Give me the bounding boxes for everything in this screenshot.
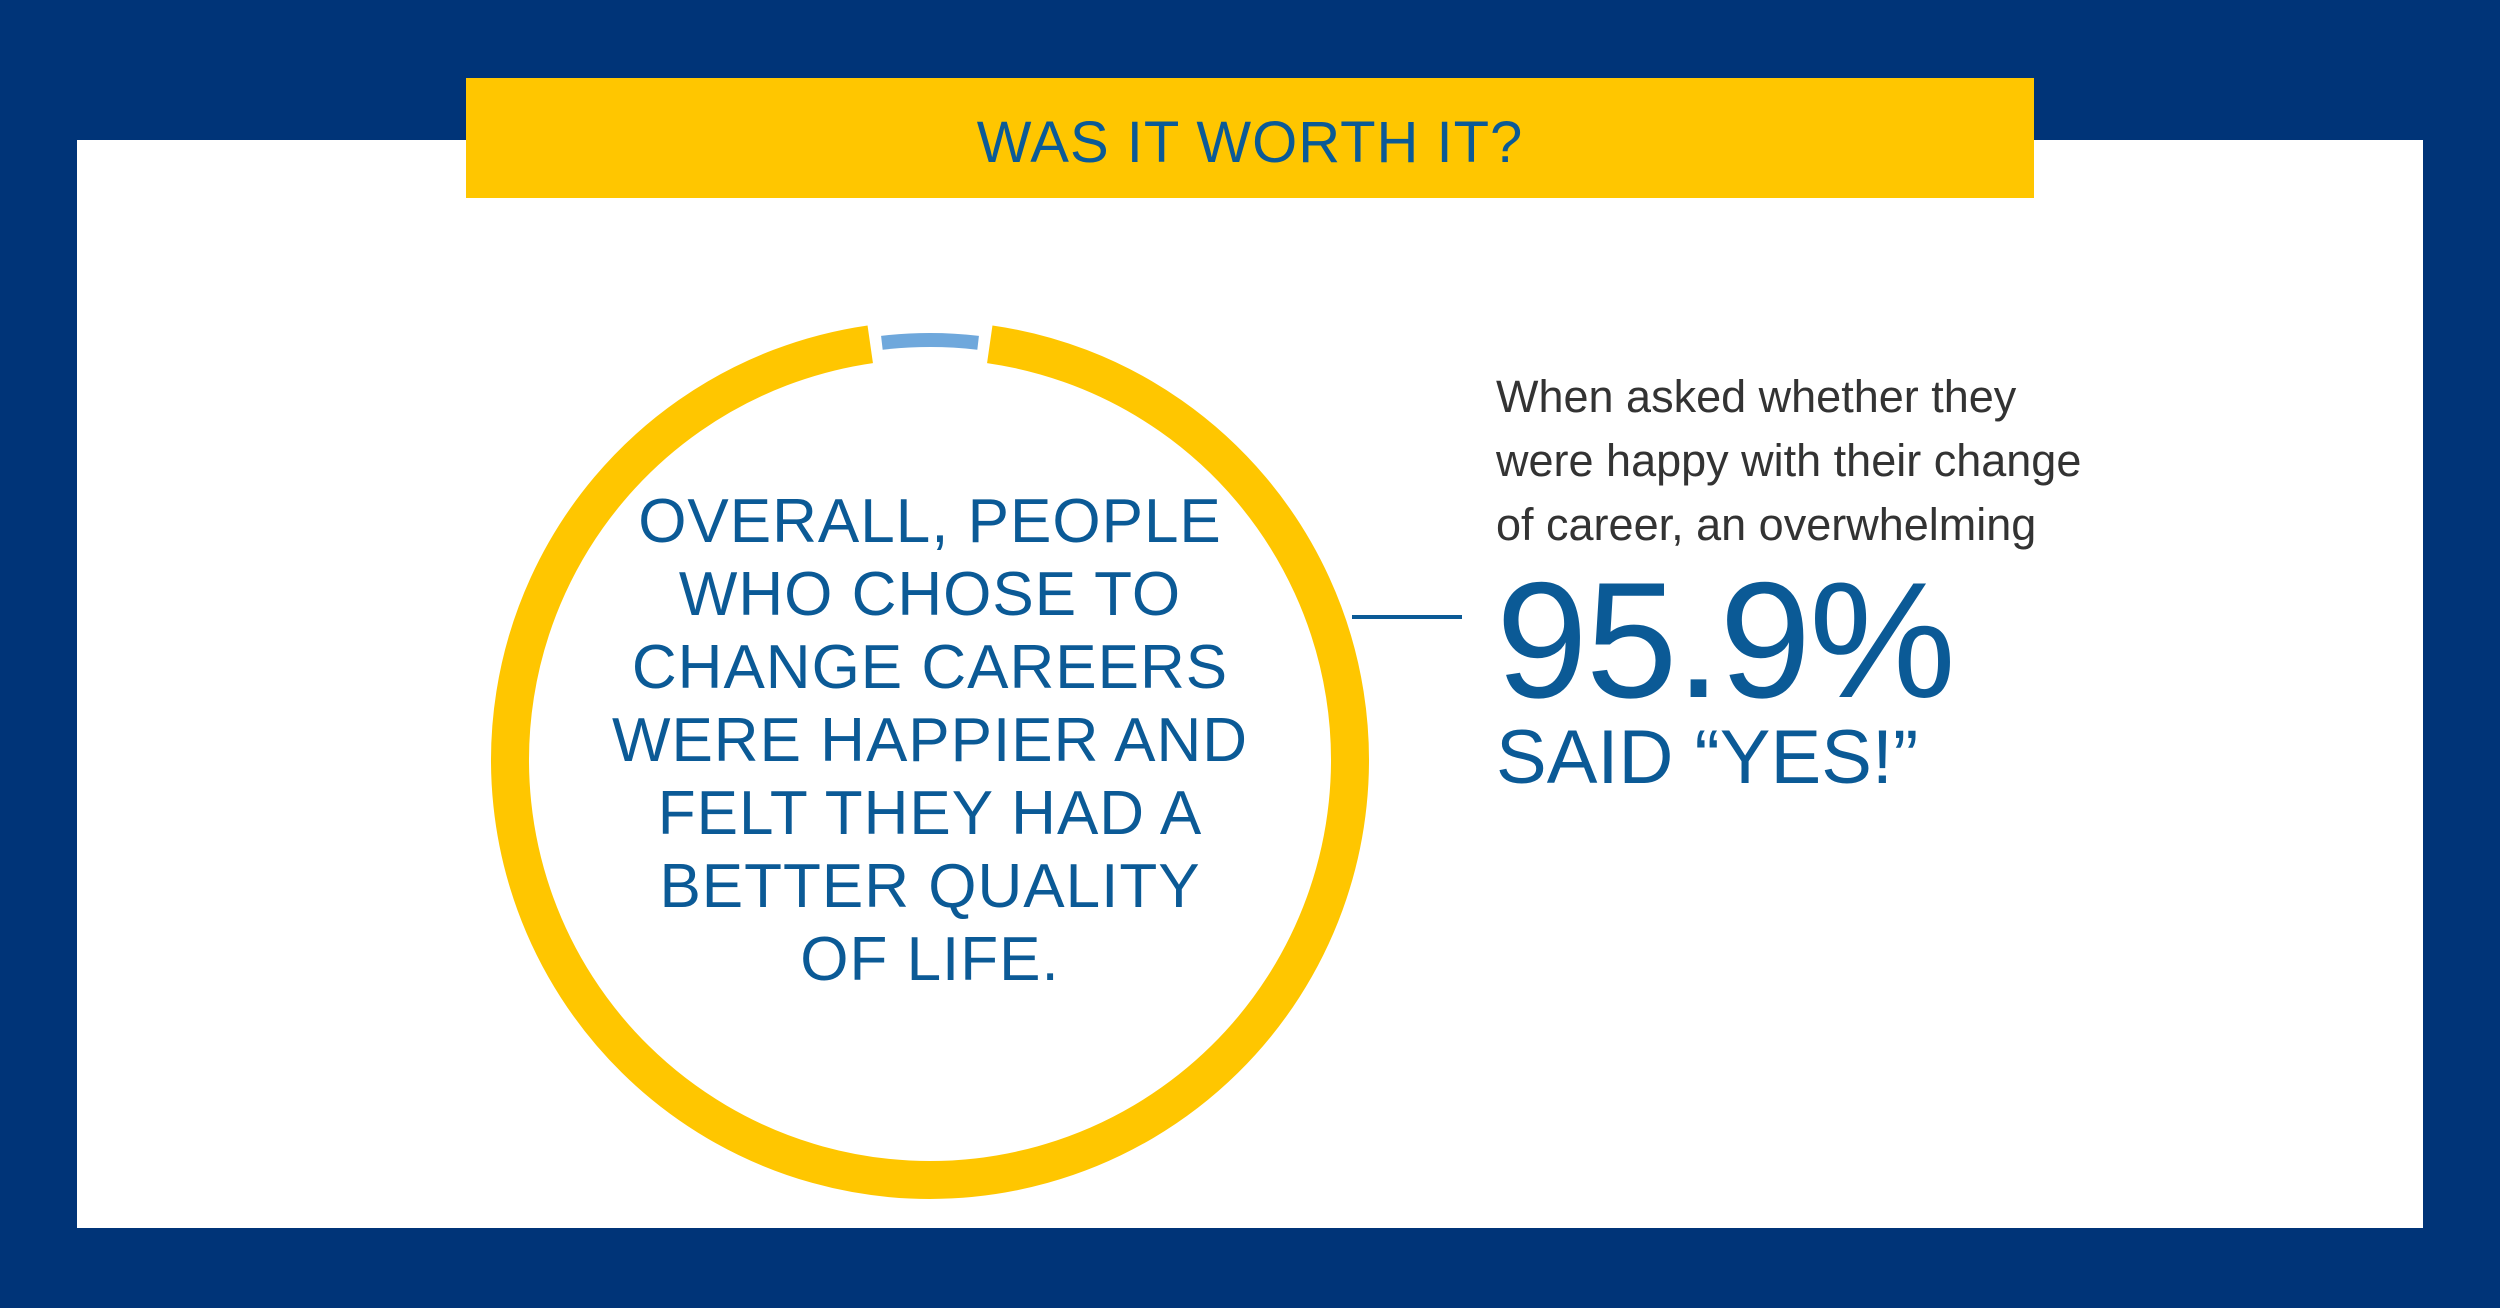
callout-intro-line: of career, an overwhelming bbox=[1496, 499, 2037, 550]
stat-caption: SAID “YES!” bbox=[1496, 715, 1919, 800]
banner-title: WAS IT WORTH IT? bbox=[976, 109, 1524, 175]
center-text-line: OVERALL, PEOPLE bbox=[638, 487, 1222, 556]
center-text-line: CHANGE CAREERS bbox=[631, 633, 1229, 702]
callout-intro-line: were happy with their change bbox=[1496, 435, 2082, 486]
center-text-line: WERE HAPPIER AND bbox=[611, 706, 1249, 775]
center-text-line: WHO CHOSE TO bbox=[678, 560, 1182, 629]
callout-intro-line: When asked whether they bbox=[1496, 371, 2017, 422]
donut-slice-remainder bbox=[881, 333, 979, 350]
stat-value: 95.9% bbox=[1496, 548, 1956, 732]
center-text-line: BETTER QUALITY bbox=[659, 852, 1201, 921]
center-text-line: OF LIFE. bbox=[800, 925, 1060, 994]
title-banner: WAS IT WORTH IT? bbox=[466, 78, 2034, 198]
callout-intro: When asked whether they were happy with … bbox=[1496, 365, 2196, 557]
donut-center-text: OVERALL, PEOPLE WHO CHOSE TO CHANGE CARE… bbox=[560, 485, 1300, 996]
center-text-line: FELT THEY HAD A bbox=[657, 779, 1203, 848]
donut-slices bbox=[491, 325, 1369, 1199]
donut-slice-yes bbox=[491, 325, 1369, 1199]
